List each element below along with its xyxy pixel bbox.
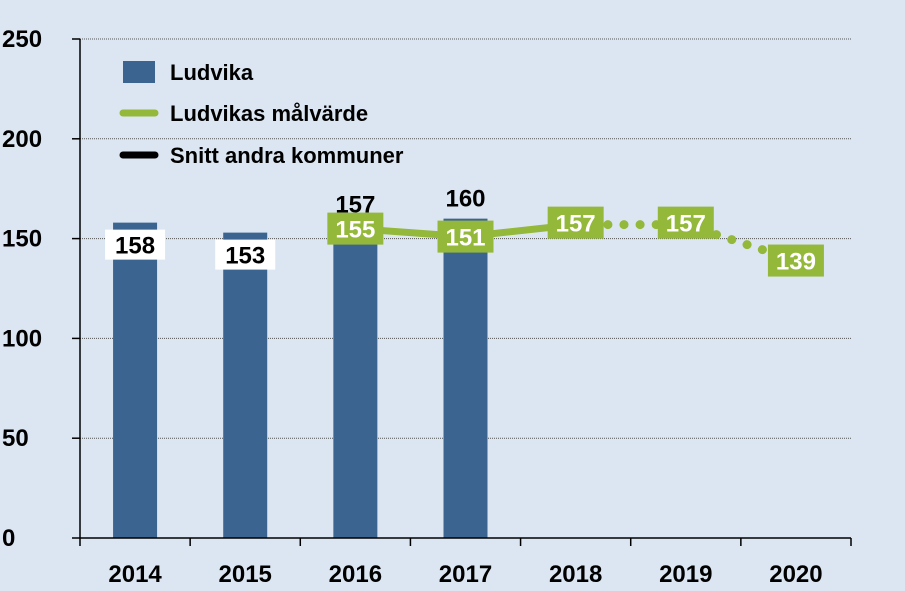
legend-label-target: Ludvikas målvärde <box>170 101 368 126</box>
target-value-label: 157 <box>666 211 706 238</box>
x-tick-label: 2014 <box>108 561 162 588</box>
x-tick-label: 2017 <box>439 561 492 588</box>
target-label-box <box>657 206 714 239</box>
legend-label-ludvika: Ludvika <box>170 60 254 85</box>
y-tick-label: 100 <box>2 325 42 352</box>
target-value-label: 151 <box>445 225 485 252</box>
legend-swatch-ludvika <box>123 61 155 83</box>
bar-value-label: 153 <box>225 243 265 270</box>
y-tick-label: 0 <box>2 525 15 552</box>
bar-value-label: 158 <box>115 233 155 260</box>
x-tick-label: 2018 <box>549 561 602 588</box>
bar <box>333 224 378 539</box>
y-tick-label: 50 <box>2 425 29 452</box>
x-tick-label: 2016 <box>329 561 382 588</box>
gridlines <box>72 38 851 539</box>
target-label-box <box>327 212 384 245</box>
y-tick-label: 150 <box>2 226 42 253</box>
legend-label-average: Snitt andra kommuner <box>170 143 404 168</box>
x-tick-labels: 2014 2015 2016 2017 2018 2019 2020 <box>108 561 822 588</box>
bar-value-label: 160 <box>445 186 485 213</box>
axes <box>79 39 852 546</box>
bar-label-background <box>105 229 166 260</box>
x-tick-label: 2020 <box>769 561 822 588</box>
bar-value-labels: 158 153 157 160 <box>105 186 486 270</box>
y-tick-labels: 0 50 100 150 200 250 <box>2 26 42 552</box>
x-tick-label: 2015 <box>219 561 272 588</box>
legend: Ludvika Ludvikas målvärde Snitt andra ko… <box>119 60 404 168</box>
target-series: 155 151 157 157 139 <box>327 206 824 277</box>
bar-label-background <box>215 239 276 270</box>
bar-value-label: 157 <box>335 192 375 219</box>
y-tick-label: 200 <box>2 126 42 153</box>
target-label-box <box>767 244 824 277</box>
bar <box>113 222 158 538</box>
bar <box>443 218 488 538</box>
target-value-label: 155 <box>335 217 375 244</box>
bar-series <box>113 218 488 539</box>
bar <box>223 232 268 538</box>
target-label-box <box>437 220 494 253</box>
target-value-label: 139 <box>776 249 816 276</box>
target-value-label: 157 <box>556 211 596 238</box>
x-tick-label: 2019 <box>659 561 712 588</box>
y-tick-label: 250 <box>2 26 42 53</box>
target-label-box <box>547 206 604 239</box>
